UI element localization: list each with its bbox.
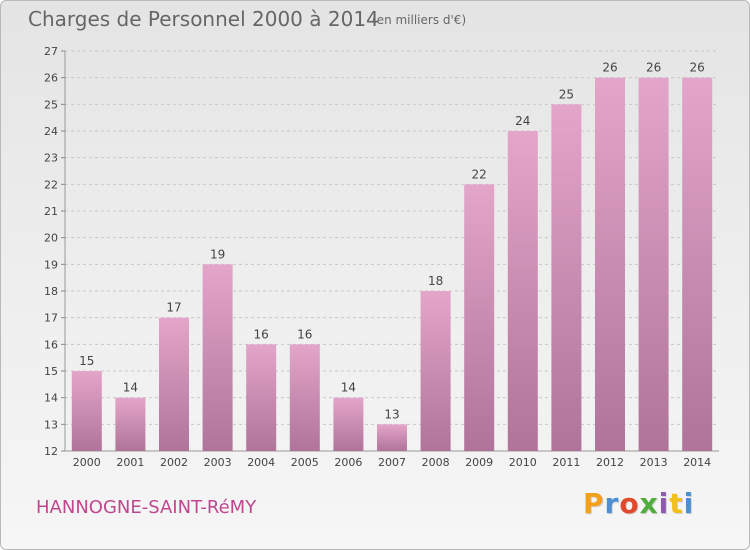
x-tick-label-2011: 2011 [552, 456, 580, 469]
x-tick-label-2007: 2007 [378, 456, 406, 469]
bar-2011 [551, 104, 582, 451]
x-tick-label-2006: 2006 [334, 456, 362, 469]
data-label-2009: 22 [472, 167, 487, 181]
data-label-2011: 25 [559, 87, 574, 101]
x-tick-label-2000: 2000 [73, 456, 101, 469]
bar-2012 [595, 77, 625, 452]
x-tick-label-2002: 2002 [160, 456, 188, 469]
bar-2001 [115, 397, 146, 451]
y-tick-label: 14 [44, 392, 58, 405]
x-tick-label-2013: 2013 [640, 456, 668, 469]
data-labels: 15 14 17 19 16 16 14 13 18 22 24 25 26 26 26 [79, 61, 705, 422]
data-label-2013: 26 [646, 61, 661, 75]
bars [71, 77, 713, 452]
bar-2007 [377, 424, 407, 451]
bar-2005 [289, 344, 320, 451]
y-tick-label: 12 [44, 445, 58, 458]
data-label-2001: 14 [123, 381, 138, 395]
y-tick-label: 25 [44, 98, 58, 111]
y-tick-label: 17 [44, 312, 58, 325]
data-label-2006: 14 [341, 381, 356, 395]
x-tick-label-2012: 2012 [596, 456, 624, 469]
x-tick-label-2010: 2010 [509, 456, 537, 469]
commune-name: HANNOGNE-SAINT-RéMY [36, 497, 257, 518]
x-tick-label-2014: 2014 [683, 456, 711, 469]
logo-letter: t [669, 487, 684, 520]
y-tick-label: 13 [44, 418, 58, 431]
y-tick-label: 26 [44, 72, 58, 85]
x-tick-label-2003: 2003 [204, 456, 232, 469]
chart-subtitle: (en milliers d'€) [372, 13, 467, 27]
logo-letter: i [683, 487, 695, 520]
data-label-2014: 26 [690, 61, 705, 75]
bar-2006 [333, 397, 364, 451]
chart-title: Charges de Personnel 2000 à 2014 [28, 7, 379, 31]
logo-letter: P [583, 487, 605, 520]
bar-2014 [682, 77, 713, 452]
x-tick-label-2009: 2009 [465, 456, 493, 469]
data-label-2002: 17 [166, 301, 181, 315]
logo-letter: x [639, 487, 659, 520]
bar-2003 [202, 264, 233, 451]
y-tick-label: 16 [44, 338, 58, 351]
y-tick-label: 20 [44, 232, 58, 245]
data-label-2008: 18 [428, 274, 443, 288]
logo-letter: o [619, 487, 640, 520]
x-tick-label-2005: 2005 [291, 456, 319, 469]
y-tick-label: 23 [44, 152, 58, 165]
proxiti-logo[interactable]: Proxiti [583, 487, 694, 520]
y-tick-label: 19 [44, 258, 58, 271]
y-tick-label: 21 [44, 205, 58, 218]
y-tick-labels: 12 13 14 15 16 17 18 19 20 21 22 23 24 25 26 27 [44, 45, 65, 458]
x-tick-labels: 2000 2001 2002 2003 2004 2005 2006 2007 2008 2009… [73, 456, 711, 469]
data-label-2012: 26 [602, 61, 617, 75]
y-tick-label: 15 [44, 365, 58, 378]
x-tick-label-2008: 2008 [422, 456, 450, 469]
logo-letter: i [658, 487, 670, 520]
data-label-2004: 16 [254, 327, 269, 341]
bar-2009 [464, 184, 495, 452]
bar-2004 [246, 344, 277, 451]
x-tick-label-2001: 2001 [116, 456, 144, 469]
bar-2008 [420, 291, 451, 451]
data-label-2005: 16 [297, 327, 312, 341]
x-tick-label-2004: 2004 [247, 456, 275, 469]
data-label-2010: 24 [515, 114, 530, 128]
data-label-2007: 13 [384, 407, 399, 421]
bar-2013 [638, 77, 669, 452]
bar-2002 [159, 317, 189, 451]
data-label-2003: 19 [210, 247, 225, 261]
bar-2000 [71, 371, 102, 451]
bar-2010 [507, 131, 538, 451]
logo-letter: r [604, 487, 620, 520]
y-tick-label: 24 [44, 125, 58, 138]
y-tick-label: 27 [44, 45, 58, 58]
y-tick-label: 22 [44, 178, 58, 191]
y-tick-label: 18 [44, 285, 58, 298]
data-label-2000: 15 [79, 354, 94, 368]
